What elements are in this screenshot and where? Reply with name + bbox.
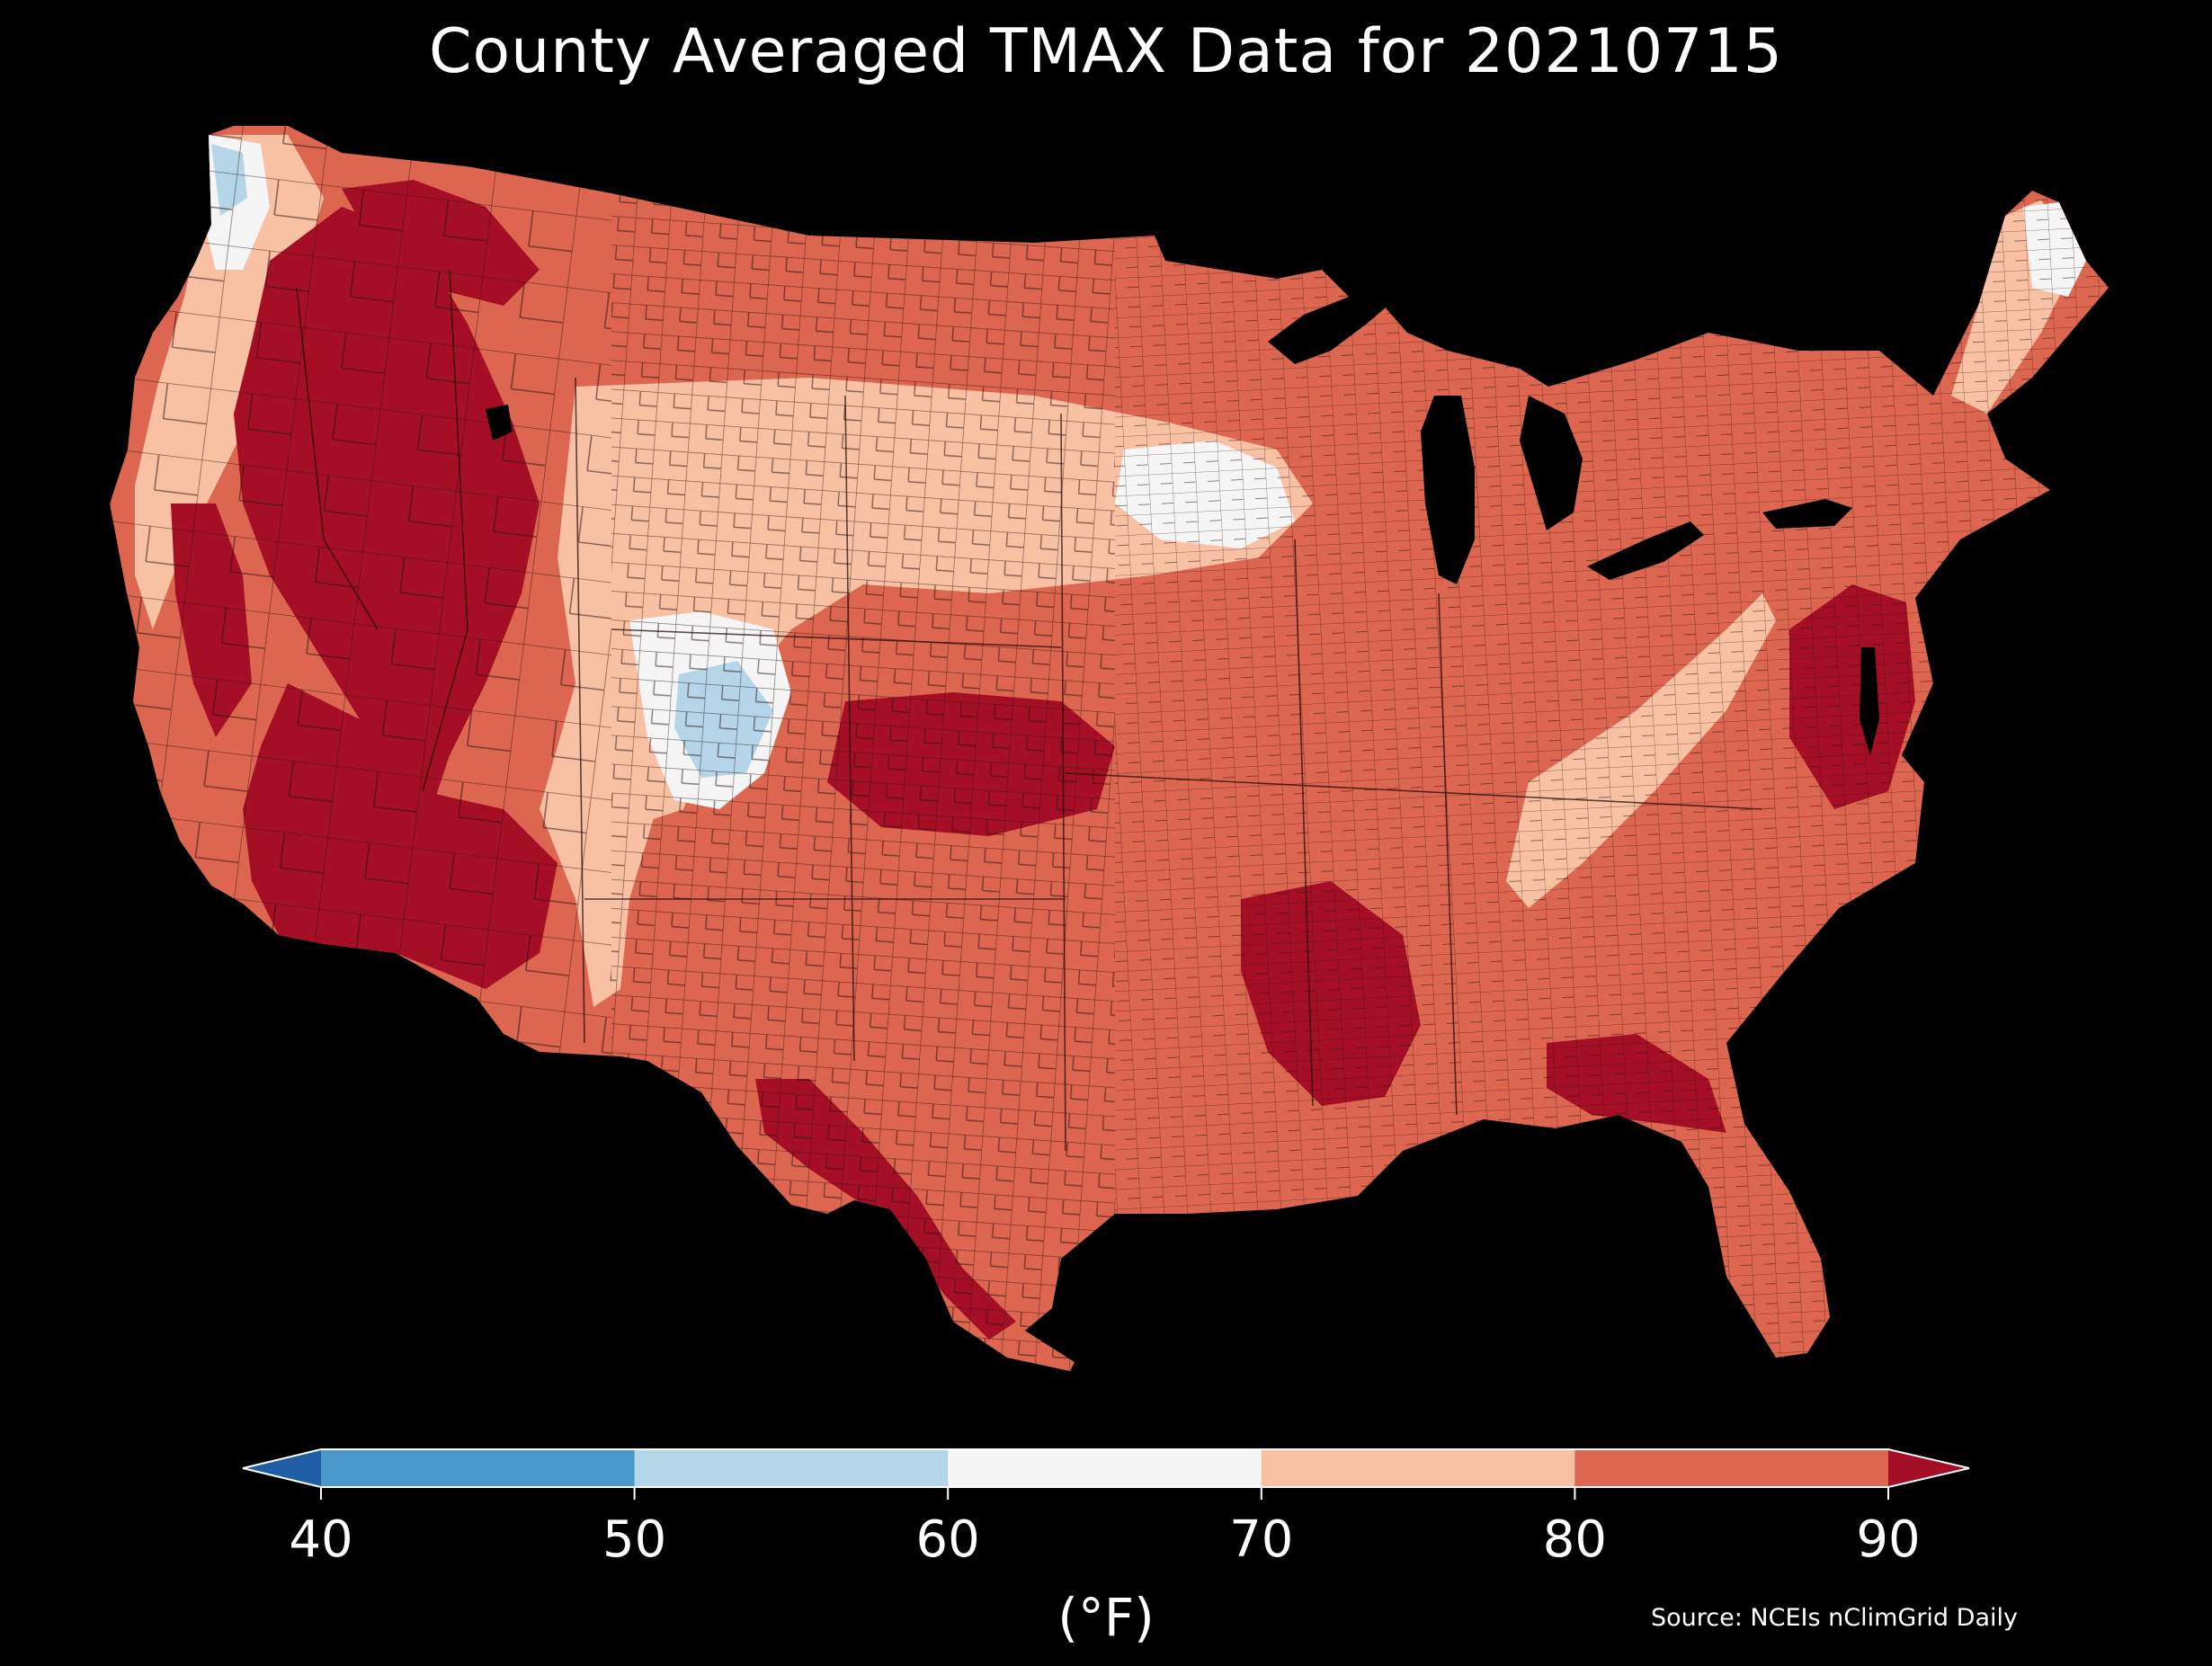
colorbar-tick-label: 60: [915, 1510, 980, 1569]
lake-ontario: [1762, 499, 1852, 529]
lake-superior: [1268, 279, 1398, 364]
great-salt-lake: [486, 405, 513, 441]
lake-erie: [1587, 521, 1704, 580]
colorbar-bin: [1574, 1449, 1889, 1487]
colorbar-bin: [321, 1449, 636, 1487]
source-credit: Source: NCEIs nClimGrid Daily: [1651, 1604, 2018, 1632]
colorbar-tick-label: 70: [1229, 1510, 1294, 1569]
map-title: County Averaged TMAX Data for 20210715: [429, 16, 1783, 87]
colorbar-units-label: (°F): [1057, 1587, 1155, 1648]
state-boundaries: [296, 269, 1763, 1152]
lake-huron: [1520, 396, 1583, 530]
colorbar-extend-low: [243, 1449, 321, 1487]
colorbar-tick-label: 50: [602, 1510, 667, 1569]
lake-michigan: [1421, 396, 1475, 584]
colorbar-extend-high: [1888, 1449, 1969, 1487]
colorbar-bin: [634, 1449, 949, 1487]
colorbar-tick-label: 80: [1542, 1510, 1608, 1569]
colorbar-tick-label: 40: [289, 1510, 353, 1569]
colorbar-bin: [948, 1449, 1262, 1487]
colorbar-tick-label: 90: [1856, 1510, 1921, 1569]
colorbar-bin: [1261, 1449, 1575, 1487]
chesapeake-bay: [1860, 647, 1879, 755]
